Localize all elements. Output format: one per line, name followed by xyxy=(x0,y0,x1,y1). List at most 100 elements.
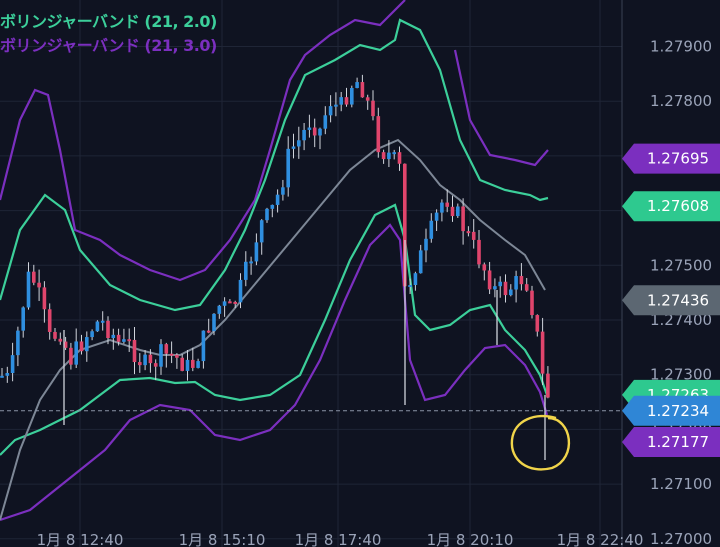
candle-down xyxy=(450,206,455,217)
x-tick-label: 1月 8 22:40 xyxy=(557,531,644,547)
candle-down xyxy=(365,97,370,101)
y-tick-label: 1.27800 xyxy=(650,92,712,110)
candle-up xyxy=(270,204,275,209)
candle-up xyxy=(318,128,322,136)
y-tick-label: 1.27100 xyxy=(650,475,712,493)
candle-down xyxy=(477,239,481,265)
candle-up xyxy=(339,97,343,105)
candles xyxy=(0,74,550,460)
candle-down xyxy=(169,353,174,356)
candle-up xyxy=(21,307,25,331)
bb-upper-3-line xyxy=(453,49,549,167)
candle-up xyxy=(302,129,306,141)
candle-up xyxy=(408,285,412,288)
candle-up xyxy=(291,146,296,149)
candle-down xyxy=(32,271,36,283)
candle-up xyxy=(74,341,78,365)
candle-up xyxy=(387,152,391,160)
candle-down xyxy=(487,270,492,290)
price-tag-label: 1.27436 xyxy=(647,291,709,309)
legend-bollinger-2: ボリンジャーバンド (21, 2.0) xyxy=(0,12,217,31)
annotation-circle-stroke xyxy=(510,414,570,471)
price-tag xyxy=(622,426,720,457)
candle-down xyxy=(53,331,57,339)
candle-up xyxy=(440,202,444,213)
candle-up xyxy=(281,187,285,195)
candle-down xyxy=(164,344,169,354)
candle-up xyxy=(212,313,216,332)
candle-down xyxy=(191,359,195,368)
y-tick-label: 1.27500 xyxy=(650,256,712,274)
bb-lower-2-line xyxy=(0,203,549,456)
candle-down xyxy=(132,339,137,363)
price-tag xyxy=(622,285,720,316)
candle-down xyxy=(63,341,68,348)
candle-up xyxy=(265,208,269,221)
candle-up xyxy=(238,279,243,303)
candle-up xyxy=(424,238,428,251)
candle-up xyxy=(85,337,89,352)
candle-up xyxy=(159,344,163,367)
candle-up xyxy=(429,220,434,239)
y-tick-label: 1.27000 xyxy=(650,530,712,547)
candle-down xyxy=(376,116,381,153)
candle-down xyxy=(58,338,63,342)
candle-up xyxy=(10,355,15,374)
candle-down xyxy=(180,357,184,371)
grid xyxy=(0,0,623,547)
price-tag xyxy=(622,143,720,174)
candle-up xyxy=(328,106,333,116)
candle-down xyxy=(312,127,317,136)
price-tag xyxy=(622,395,720,426)
candle-down xyxy=(461,206,465,232)
candle-up xyxy=(217,305,222,314)
candle-up xyxy=(100,320,105,323)
candle-down xyxy=(466,231,471,234)
candle-down xyxy=(503,281,508,296)
candle-up xyxy=(456,206,460,217)
price-tag-label: 1.27608 xyxy=(647,197,709,215)
candle-down xyxy=(127,339,131,342)
candle-up xyxy=(259,220,264,243)
candle-up xyxy=(307,127,312,130)
candle-down xyxy=(206,330,211,333)
x-tick-label: 1月 8 15:10 xyxy=(179,531,266,547)
candle-down xyxy=(535,315,540,332)
candle-up xyxy=(297,140,301,147)
candle-down xyxy=(47,309,52,332)
candle-up xyxy=(26,271,31,308)
candle-up xyxy=(434,212,439,221)
candle-down xyxy=(471,231,476,240)
candle-up xyxy=(493,286,497,290)
candle-up xyxy=(16,330,20,356)
price-tags: 1.276951.276081.274361.272631.272341.271… xyxy=(622,143,720,457)
price-tag-label: 1.27177 xyxy=(647,433,709,451)
x-axis: 1月 8 12:40 1月 8 15:10 1月 8 17:40 1月 8 20:10… xyxy=(37,531,644,547)
bb-upper-3-line xyxy=(0,0,406,282)
candle-down xyxy=(540,331,545,374)
candle-down xyxy=(37,282,41,288)
y-tick-label: 1.27400 xyxy=(650,311,712,329)
candle-up xyxy=(196,361,200,368)
candle-down xyxy=(233,301,237,304)
candle-up xyxy=(509,289,513,296)
bb-upper-2-line xyxy=(0,18,549,312)
candle-down xyxy=(138,362,142,366)
candle-up xyxy=(249,261,253,264)
candle-up xyxy=(350,87,354,105)
x-tick-label: 1月 8 12:40 xyxy=(37,531,124,547)
x-tick-label: 1月 8 17:40 xyxy=(295,531,382,547)
candle-down xyxy=(445,202,449,207)
candle-up xyxy=(413,273,418,286)
candle-up xyxy=(244,261,248,280)
candle-up xyxy=(5,373,10,376)
candle-up xyxy=(514,276,518,290)
bollinger-bands xyxy=(0,0,549,522)
candle-down xyxy=(69,347,73,365)
annotation-circle xyxy=(510,414,570,471)
candle-down xyxy=(397,152,402,164)
candle-down xyxy=(381,152,386,160)
candle-up xyxy=(222,301,227,306)
candle-up xyxy=(498,281,502,287)
